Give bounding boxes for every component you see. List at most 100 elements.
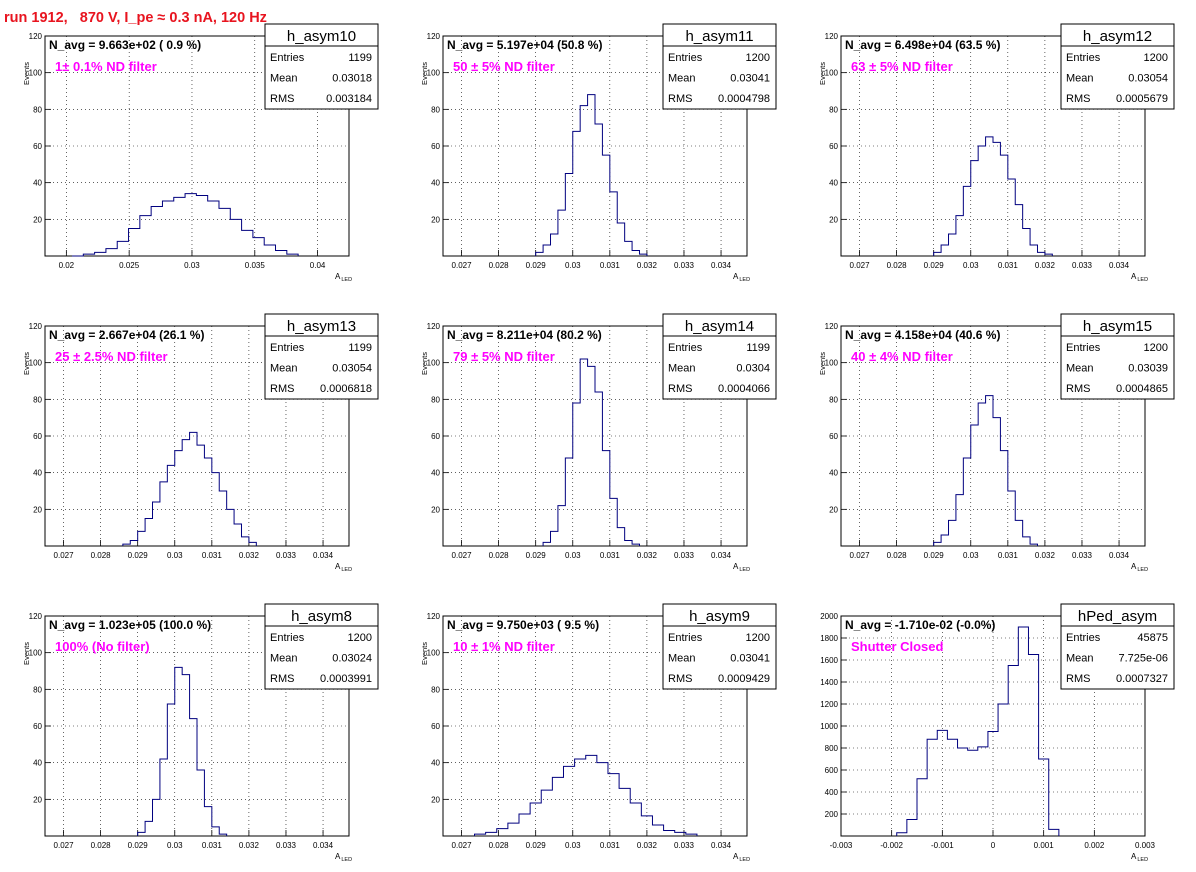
x-tick-label: 0.003: [1135, 841, 1156, 850]
histogram-panel-h_asym12: 0.027 0.028 0.029 0.03 0.031 0.032 0.033 0.034 2…: [818, 23, 1175, 283]
stats-value: 1200: [348, 632, 372, 644]
histogram-series: [137, 666, 228, 836]
x-tick-label: 0.03: [184, 261, 200, 270]
histogram-panel-h_asym14: 0.027 0.028 0.029 0.03 0.031 0.032 0.033 0.034 2…: [420, 313, 777, 573]
x-tick-label: 0.031: [202, 551, 223, 560]
histogram-series: [542, 358, 640, 546]
x-tick-label: 0.032: [239, 841, 260, 850]
y-tick-label: 40: [33, 469, 42, 478]
n-avg-label: N_avg = 8.211e+04 (80.2 %): [447, 328, 602, 342]
x-tick-label: 0.031: [600, 841, 621, 850]
x-axis-label: ALED: [1131, 852, 1148, 863]
y-tick-label: 40: [431, 179, 440, 188]
x-tick-label: 0.002: [1084, 841, 1105, 850]
x-axis-label-subscript: LED: [739, 857, 750, 863]
x-tick-label: 0.034: [1109, 261, 1130, 270]
x-tick-label: 0.03: [167, 841, 183, 850]
y-tick-label: 20: [431, 505, 440, 514]
x-tick-label: 0.032: [637, 261, 658, 270]
filter-annotation: 100% (No filter): [55, 639, 150, 654]
y-tick-label: 40: [431, 759, 440, 768]
y-tick-label: 100: [29, 649, 43, 658]
stats-value: 0.0007327: [1116, 673, 1168, 685]
histogram-series: [122, 431, 257, 546]
y-tick-label: 80: [829, 105, 838, 114]
y-tick-label: 40: [431, 469, 440, 478]
stats-box: [662, 23, 777, 110]
histogram-name: h_asym11: [685, 28, 753, 45]
histogram-panel-h_asym10: 0.02 0.025 0.03 0.035 0.04 20 40 60 80 100 120 ALED…: [22, 23, 379, 283]
x-tick-label: 0.034: [1109, 551, 1130, 560]
x-tick-label: 0.027: [850, 261, 871, 270]
y-tick-label: 120: [29, 32, 43, 41]
filter-annotation: 40 ± 4% ND filter: [851, 349, 953, 364]
stats-value: 0.0006818: [320, 383, 372, 395]
stats-value: 0.0004066: [718, 383, 770, 395]
histogram-name: h_asym9: [689, 608, 750, 625]
x-tick-label: 0.029: [128, 841, 149, 850]
stats-box: [264, 313, 379, 400]
y-tick-label: 100: [427, 69, 441, 78]
y-tick-label: 60: [829, 142, 838, 151]
x-tick-label: 0.03: [963, 551, 979, 560]
y-tick-label: 20: [33, 505, 42, 514]
x-axis-label: ALED: [1131, 272, 1148, 283]
x-axis-label-subscript: LED: [341, 857, 352, 863]
stats-key: Mean: [270, 73, 298, 85]
n-avg-label: N_avg = 2.667e+04 (26.1 %): [49, 328, 204, 342]
y-tick-label: 100: [427, 649, 441, 658]
histogram-series: [535, 94, 648, 256]
y-tick-label: 1400: [820, 678, 838, 687]
filter-annotation: 1± 0.1% ND filter: [55, 59, 157, 74]
histogram-name: h_asym15: [1083, 318, 1152, 335]
n-avg-label: N_avg = 9.663e+02 ( 0.9 %): [49, 38, 201, 52]
y-tick-label: 20: [33, 795, 42, 804]
histogram-panel-h_asym11: 0.027 0.028 0.029 0.03 0.031 0.032 0.033 0.034 2…: [420, 23, 777, 283]
y-tick-label: 20: [431, 795, 440, 804]
x-tick-label: 0.028: [887, 261, 908, 270]
y-axis-label: Events: [420, 352, 429, 375]
stats-key: Entries: [270, 342, 305, 354]
stats-key: Mean: [668, 73, 696, 85]
stats-value: 0.003184: [326, 93, 372, 105]
filter-annotation: 79 ± 5% ND filter: [453, 349, 555, 364]
stats-value: 0.03024: [332, 653, 372, 665]
filter-annotation: 50 ± 5% ND filter: [453, 59, 555, 74]
y-tick-label: 120: [427, 612, 441, 621]
histogram-name: h_asym12: [1083, 28, 1152, 45]
x-tick-label: 0.028: [887, 551, 908, 560]
stats-value: 0.0004798: [718, 93, 770, 105]
x-tick-label: 0.029: [128, 551, 149, 560]
stats-key: RMS: [1066, 383, 1090, 395]
stats-value: 0.03041: [730, 653, 770, 665]
y-axis-label: Events: [22, 352, 31, 375]
x-tick-label: -0.002: [880, 841, 903, 850]
stats-value: 0.03054: [1128, 73, 1168, 85]
y-tick-label: 120: [29, 322, 43, 331]
y-tick-label: 80: [33, 105, 42, 114]
x-tick-label: 0.033: [1072, 551, 1093, 560]
stats-key: Entries: [270, 632, 305, 644]
stats-box: [264, 23, 379, 110]
stats-key: Entries: [1066, 632, 1101, 644]
x-tick-label: 0.04: [310, 261, 326, 270]
x-tick-label: 0.033: [674, 841, 695, 850]
y-tick-label: 600: [825, 766, 839, 775]
y-tick-label: 100: [427, 359, 441, 368]
x-axis-label-subscript: LED: [1137, 857, 1148, 863]
y-tick-label: 60: [33, 142, 42, 151]
y-tick-label: 120: [29, 612, 43, 621]
y-tick-label: 1000: [820, 722, 838, 731]
stats-value: 0.0009429: [718, 673, 770, 685]
x-tick-label: 0.034: [313, 841, 334, 850]
stats-value: 0.0005679: [1116, 93, 1168, 105]
x-tick-label: 0.03: [167, 551, 183, 560]
stats-key: Mean: [1066, 73, 1094, 85]
run-title: run 1912, 870 V, I_pe ≈ 0.3 nA, 120 Hz: [4, 10, 267, 26]
y-tick-label: 60: [431, 142, 440, 151]
x-tick-label: 0.033: [276, 551, 297, 560]
x-tick-label: 0.033: [276, 841, 297, 850]
x-tick-label: 0.028: [91, 841, 112, 850]
x-tick-label: 0.027: [54, 841, 75, 850]
